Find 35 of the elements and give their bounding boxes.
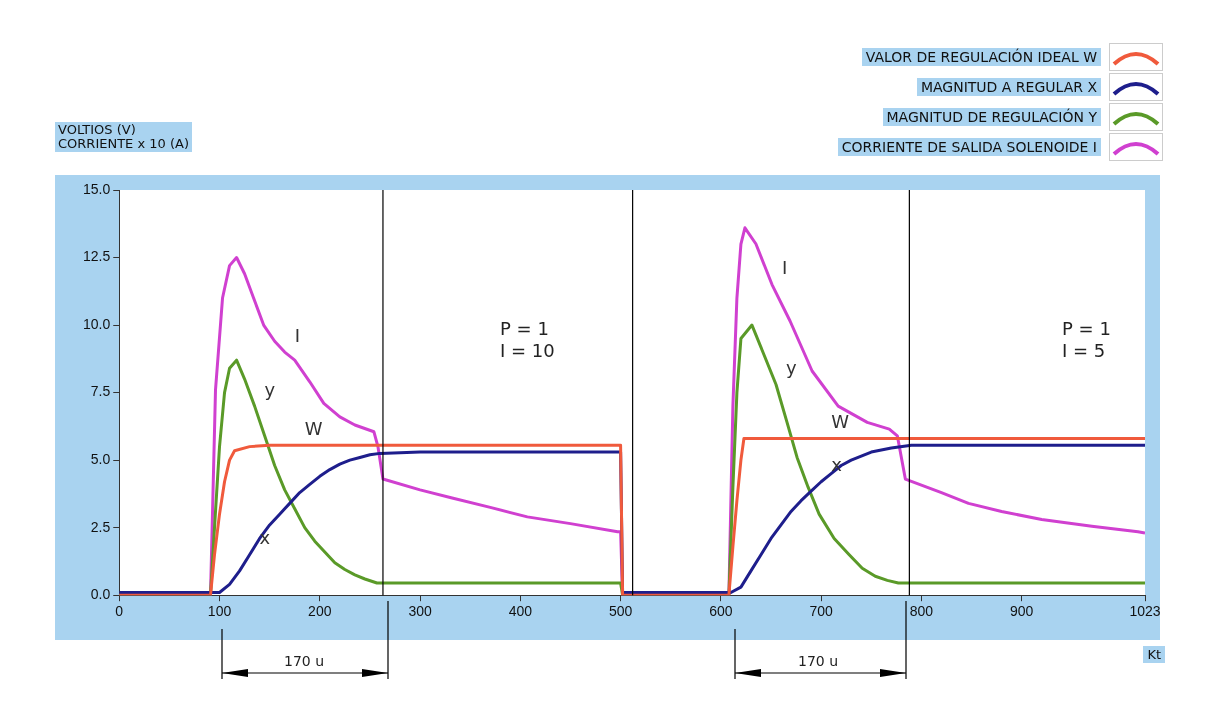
legend-label: CORRIENTE DE SALIDA SOLENOIDE I [837,138,1101,156]
x-tick-label: 400 [508,603,533,620]
text: 170 u [283,652,325,671]
x-tick-label: 500 [608,603,633,620]
x-tick-label: 800 [909,603,934,620]
text: 170 u [797,652,839,671]
annotation: P = 1 I = 10 [500,318,555,362]
annotation: x [259,527,271,549]
x-tick-label: 1023 [1129,603,1161,620]
annotation: y [786,357,798,379]
x-tick-label: 200 [308,603,332,620]
x-tick-label: 900 [1009,603,1034,620]
annotation: I [294,324,300,346]
y-axis-title: VOLTIOS (V) CORRIENTE x 10 (A) [55,122,192,152]
legend-label: MAGNITUD A REGULAR X [916,78,1101,96]
y-tick-label: 2.5 [90,518,111,535]
x-tick-label: 300 [408,603,432,620]
y-tick-label: 7.5 [90,383,111,400]
annotation: I [782,257,788,279]
x-tick-label: 100 [207,603,232,620]
x-tick-label: 600 [709,603,733,620]
y-tick-label: 0.0 [90,586,111,603]
annotation: y [264,378,276,400]
y-tick-label: 5.0 [90,450,111,467]
x-tick-label: 0 [115,603,124,620]
legend-label: VALOR DE REGULACIÓN IDEAL W [861,48,1101,66]
y-tick-label: 10.0 [83,315,111,332]
x-axis-title: Kt [1143,646,1165,663]
x-tick-label: 700 [809,603,834,620]
legend-label: MAGNITUD DE REGULACIÓN Y [882,108,1101,126]
y-tick-label: 15.0 [83,180,111,197]
annotation: W [831,411,850,433]
annotation: P = 1 I = 5 [1062,318,1111,362]
annotation: W [304,417,323,439]
y-tick-label: 12.5 [83,248,111,265]
